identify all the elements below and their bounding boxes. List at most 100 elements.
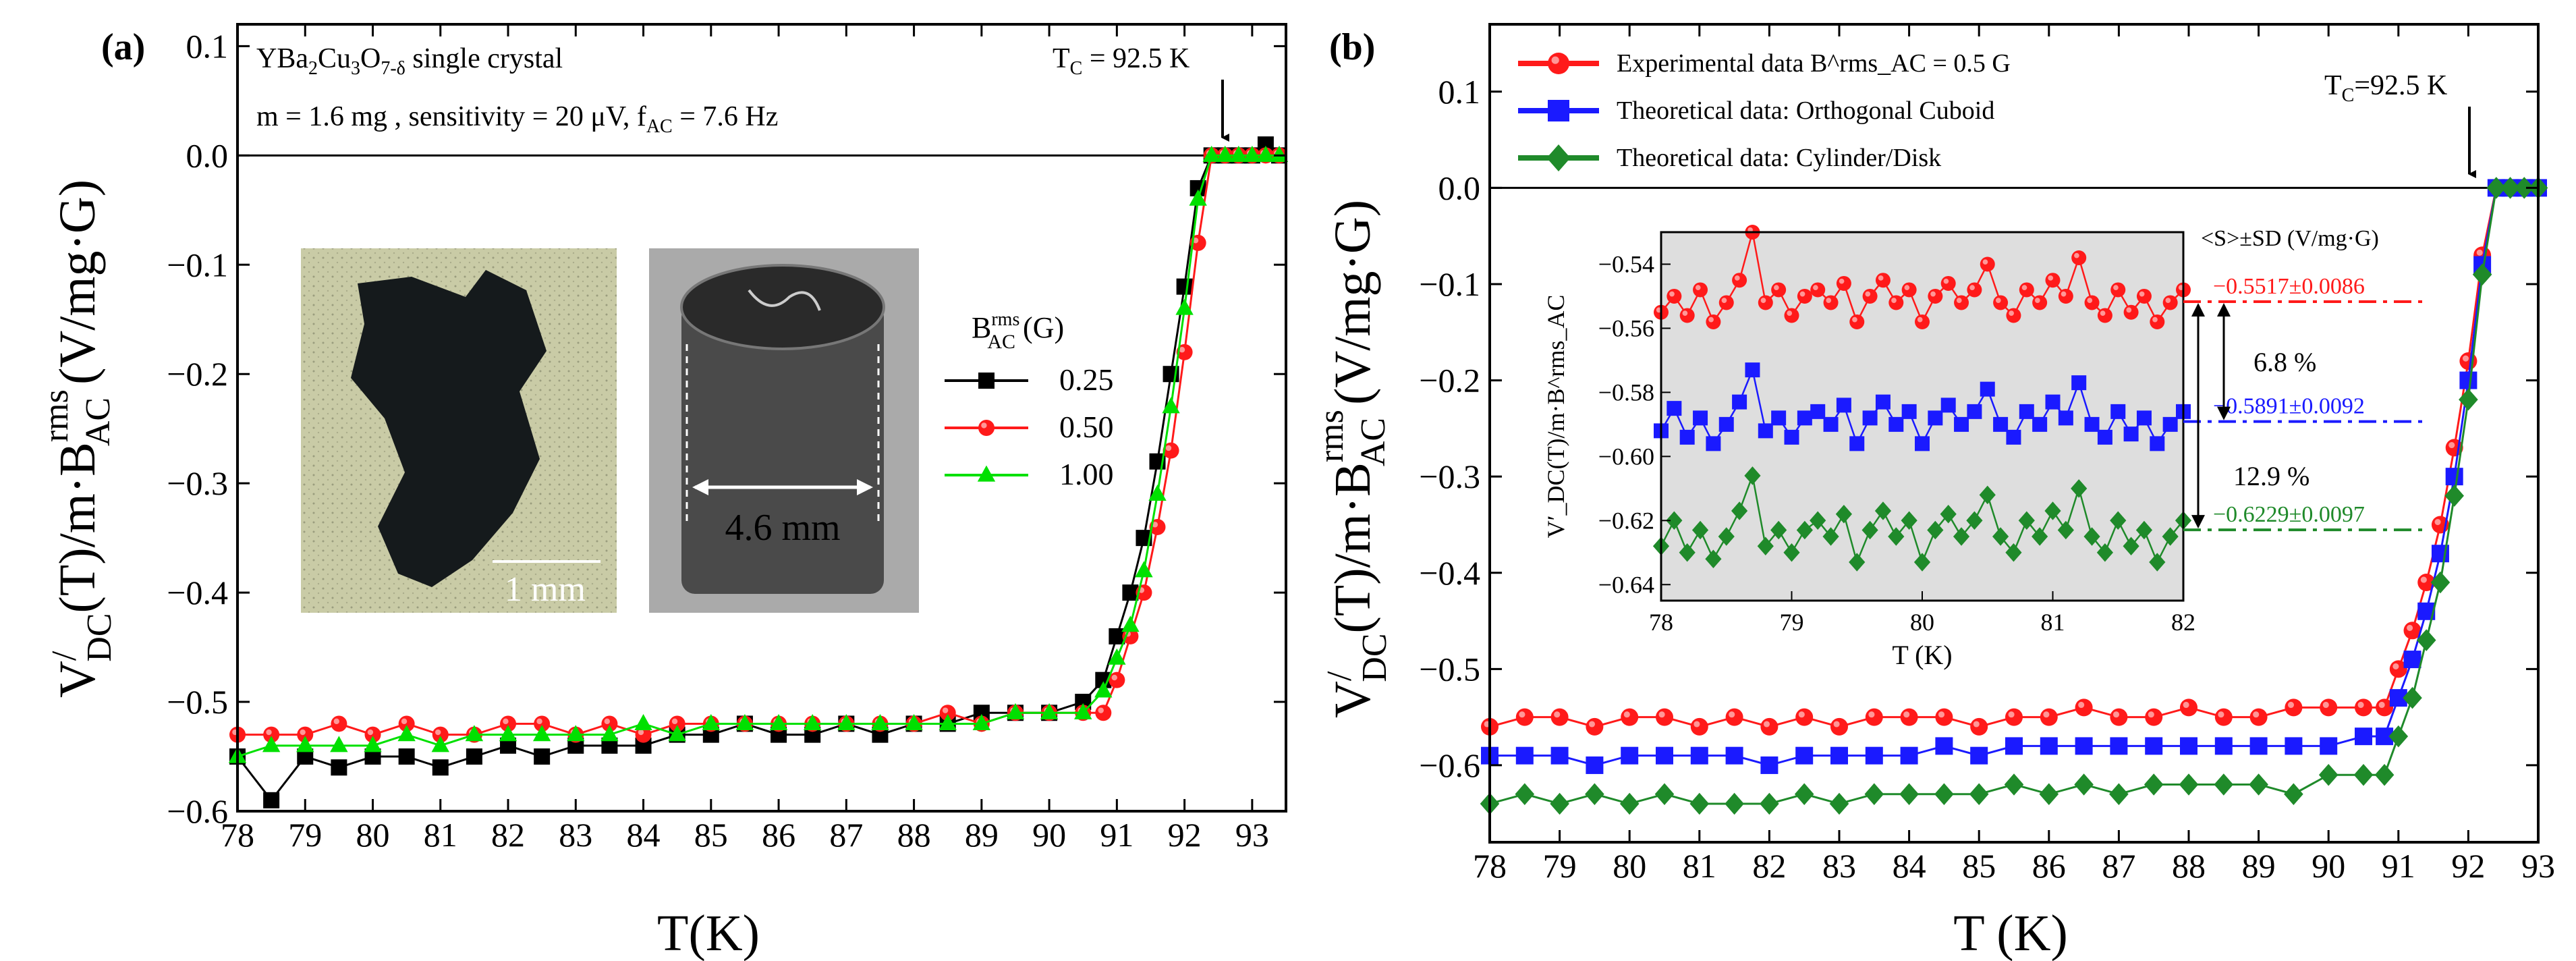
data-point-highlight bbox=[1868, 711, 1875, 718]
data-point bbox=[2430, 571, 2451, 594]
inset-data-point bbox=[1718, 416, 1734, 432]
data-point bbox=[803, 714, 822, 731]
data-point bbox=[2145, 708, 2163, 726]
data-point-highlight bbox=[2420, 576, 2427, 583]
data-point bbox=[2109, 783, 2129, 805]
inset-data-point bbox=[1732, 273, 1747, 288]
inset-data-point-highlight bbox=[1826, 298, 1832, 304]
inset-data-point bbox=[2006, 429, 2021, 445]
inset-data-point bbox=[1797, 410, 1812, 426]
data-point bbox=[1829, 792, 1849, 815]
data-point bbox=[1690, 746, 1708, 765]
pct-label-1: 6.8 % bbox=[2253, 347, 2316, 377]
inset-data-point bbox=[1823, 295, 1839, 310]
inset-data-point-highlight bbox=[1865, 291, 1871, 297]
panel-b-plot-area: 78 79 80 81 82 83 84 85 86 87 88 89 90 91 92 93 −0.6 −0.5… bbox=[1419, 23, 2555, 885]
data-point bbox=[2075, 737, 2093, 755]
data-point bbox=[1162, 397, 1180, 414]
data-point-highlight bbox=[1179, 347, 1185, 353]
data-point bbox=[1830, 717, 1848, 736]
data-point bbox=[2374, 763, 2395, 786]
x-tick-label: 85 bbox=[1962, 847, 1996, 885]
data-point bbox=[532, 725, 551, 742]
inset-data-point bbox=[1940, 275, 1956, 291]
axes-frame bbox=[236, 23, 1287, 813]
data-point bbox=[2486, 177, 2507, 199]
inset-data-point-highlight bbox=[1721, 298, 1727, 304]
data-point bbox=[466, 748, 482, 765]
inset-data-point bbox=[1835, 505, 1852, 524]
inset-data-point-highlight bbox=[2035, 298, 2040, 304]
data-point-highlight bbox=[1833, 721, 1840, 727]
legend-b-marker bbox=[1548, 53, 1569, 74]
inset-y-tick-label: −0.58 bbox=[1598, 379, 1654, 406]
data-point bbox=[972, 714, 991, 731]
inset-data-point bbox=[1875, 394, 1891, 410]
data-point bbox=[1725, 792, 1744, 815]
inset-header: <S>±SD (V/mg·G) bbox=[2201, 226, 2379, 251]
data-point-highlight bbox=[1111, 674, 1117, 681]
data-point bbox=[837, 714, 856, 731]
inset-data-point bbox=[1771, 282, 1787, 298]
inset-data-point bbox=[1784, 308, 1799, 323]
data-point bbox=[499, 725, 517, 742]
data-point-highlight bbox=[1658, 711, 1665, 718]
inset-data-point bbox=[1744, 466, 1761, 485]
inset-data-point-highlight bbox=[2048, 275, 2054, 281]
inset-data-point-highlight bbox=[2113, 285, 2119, 291]
data-point bbox=[871, 714, 889, 731]
x-tick-label: 91 bbox=[1100, 816, 1133, 854]
inset-data-point-highlight bbox=[1708, 317, 1714, 323]
data-point bbox=[2353, 763, 2374, 786]
y-tick-label: 0.0 bbox=[186, 136, 229, 174]
data-point-highlight bbox=[2043, 711, 2050, 718]
data-point bbox=[1795, 708, 1814, 726]
inset-data-point bbox=[1913, 553, 1931, 572]
x-tick-label: 80 bbox=[356, 816, 390, 854]
inset-data-point bbox=[1757, 537, 1774, 556]
data-point bbox=[1795, 746, 1814, 765]
panel-a-legend: Brms AC (G) 0.25 0.50 1.00 bbox=[945, 309, 1114, 491]
data-point bbox=[2180, 698, 2197, 717]
y-tick-label: 0.0 bbox=[1438, 169, 1481, 207]
data-point bbox=[2110, 708, 2128, 726]
legend-a-label: 1.00 bbox=[1059, 457, 1114, 491]
axes-frame bbox=[1488, 23, 2540, 844]
inset-data-point-highlight bbox=[1956, 298, 1962, 304]
data-point-highlight bbox=[1165, 445, 1172, 451]
legend-a-marker bbox=[977, 465, 996, 482]
inset-data-point bbox=[1810, 282, 1826, 298]
data-point bbox=[1760, 717, 1779, 736]
data-point bbox=[1970, 746, 1988, 765]
data-point-highlight bbox=[1588, 721, 1596, 727]
inset-x-tick-label: 82 bbox=[2171, 609, 2195, 636]
inset-data-point bbox=[2032, 295, 2048, 310]
inset-data-point-highlight bbox=[2126, 307, 2132, 313]
data-point bbox=[262, 736, 281, 752]
data-point bbox=[1656, 708, 1673, 726]
x-tick-label: 88 bbox=[2172, 847, 2206, 885]
inset-data-point bbox=[2110, 282, 2126, 298]
data-point-highlight bbox=[1798, 711, 1805, 718]
inset-data-point bbox=[1706, 436, 1721, 451]
x-tick-label: 84 bbox=[627, 816, 661, 854]
data-point-highlight bbox=[2357, 701, 2364, 709]
inset-y-tick-label: −0.64 bbox=[1598, 571, 1654, 598]
inset-data-point-highlight bbox=[2061, 291, 2067, 297]
inset-data-point-highlight bbox=[1695, 285, 1701, 291]
inset-data-point bbox=[2071, 479, 2088, 498]
y-tick-label: −0.1 bbox=[1419, 265, 1480, 303]
mean-value-0: −0.5517±0.0086 bbox=[2213, 274, 2365, 299]
inset-data-point-highlight bbox=[2087, 298, 2093, 304]
x-tick-label: 92 bbox=[2451, 847, 2485, 885]
inset-x-tick-label: 81 bbox=[2041, 609, 2065, 636]
inset-data-point bbox=[2097, 308, 2112, 323]
data-point bbox=[2320, 698, 2338, 717]
inset-data-point bbox=[2150, 436, 2165, 451]
data-point bbox=[702, 714, 721, 731]
data-point bbox=[2040, 737, 2058, 755]
data-point-highlight bbox=[2378, 701, 2385, 709]
data-point bbox=[2514, 177, 2534, 199]
legend-a-marker-highlight bbox=[981, 422, 987, 429]
data-point-highlight bbox=[503, 718, 509, 725]
